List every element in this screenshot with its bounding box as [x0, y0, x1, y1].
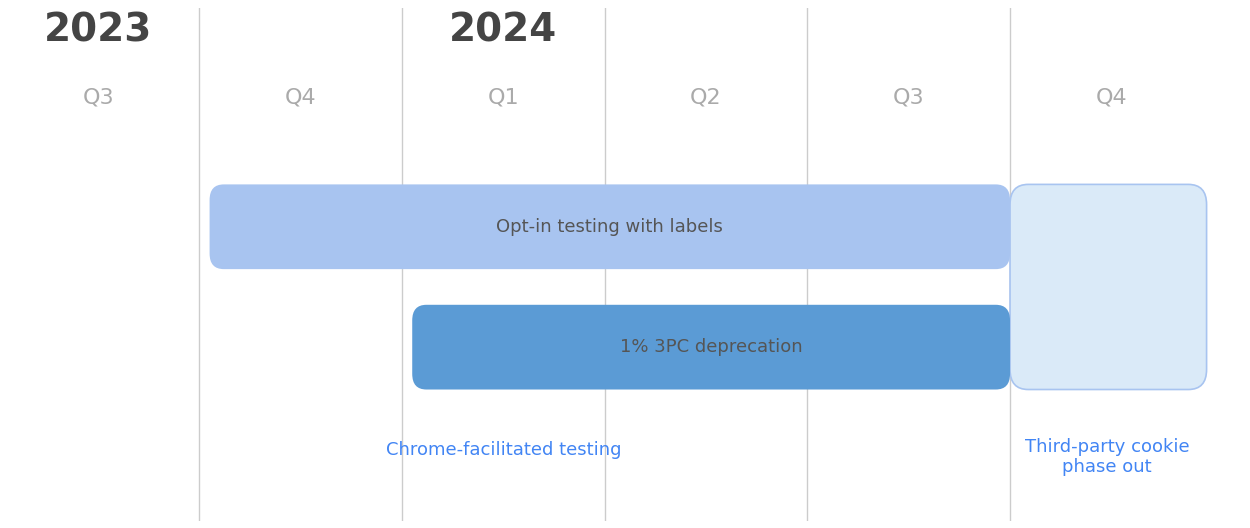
Text: 2023: 2023 — [44, 12, 152, 50]
Text: Chrome-facilitated testing: Chrome-facilitated testing — [386, 441, 621, 459]
Text: Q3: Q3 — [82, 88, 114, 108]
Text: 2024: 2024 — [449, 12, 558, 50]
Text: Q2: Q2 — [690, 88, 721, 108]
Text: Q3: Q3 — [892, 88, 925, 108]
Text: Q1: Q1 — [488, 88, 519, 108]
Text: Third-party cookie
phase out: Third-party cookie phase out — [1025, 438, 1190, 476]
FancyBboxPatch shape — [210, 184, 1010, 269]
FancyBboxPatch shape — [412, 305, 1010, 390]
Text: Q4: Q4 — [1095, 88, 1128, 108]
Text: Opt-in testing with labels: Opt-in testing with labels — [496, 218, 724, 236]
FancyBboxPatch shape — [1010, 184, 1206, 390]
Text: 1% 3PC deprecation: 1% 3PC deprecation — [620, 338, 802, 356]
Text: Q4: Q4 — [285, 88, 316, 108]
